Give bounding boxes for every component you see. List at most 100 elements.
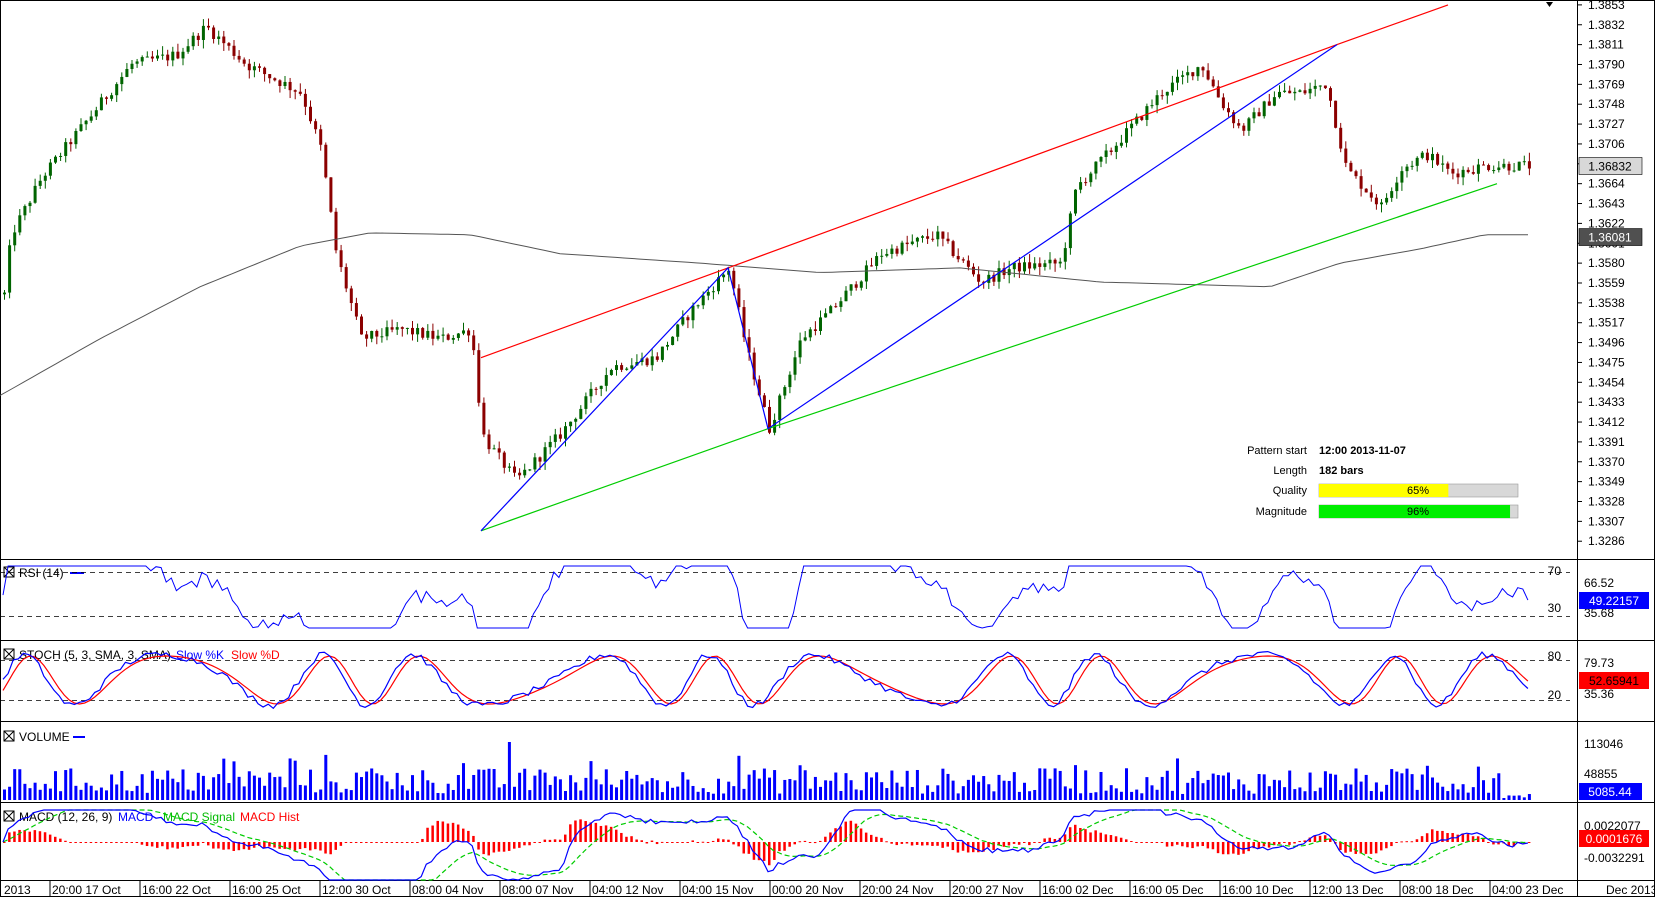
price-tick-label: 1.3790 [1588,57,1625,71]
macd-hist-bar [1395,842,1398,843]
candle [1181,70,1185,85]
volume-bar [849,780,853,800]
volume-bar [1385,784,1389,800]
volume-bar [110,774,114,800]
volume-bar [553,776,557,800]
macd-hist-bar [778,842,781,852]
macd-hist-bar [1114,836,1118,842]
volume-bar [426,780,430,800]
candle [666,341,669,351]
macd-hist-bar [1374,842,1378,854]
macd-hist-bar [426,827,429,842]
macd-hist-bar [946,842,949,847]
volume-bar [1257,774,1261,800]
price-tick-label: 1.3286 [1588,534,1625,548]
macd-hist-bar [1446,833,1449,842]
candle [1074,189,1077,216]
volume-bar [1170,790,1174,800]
volume-bar [1176,758,1179,800]
macd-hist-bar [742,842,745,854]
volume-bar [140,774,144,800]
volume-bar [1354,768,1358,800]
macd-hist-bar [681,842,684,843]
stoch-level-low-label: 20 [1548,688,1562,702]
volume-bar [472,774,476,800]
macd-panel: MACD (12, 26, 9) MACD MACD Signal MACD H… [2,809,1649,881]
price-tick-label: 1.3559 [1588,276,1625,290]
candle [191,32,195,50]
candle [23,204,27,221]
candle [201,19,205,49]
candle [890,244,894,259]
candle [711,286,715,300]
volume-bar [620,779,624,800]
macd-hist-bar [1048,837,1051,842]
macd-hist-bar [523,842,526,846]
candle [1084,177,1088,186]
volume-title: VOLUME [19,730,70,744]
macd-hist-bar [1002,842,1006,847]
candle [1053,258,1057,272]
candle [1359,169,1363,197]
volume-bar [706,792,710,800]
length-label: Length [1273,465,1307,477]
macd-hist-bar [783,842,786,851]
macd-hist-bar [1242,842,1245,854]
volume-bar [722,793,726,800]
macd-hist-bar [79,842,82,843]
candle [451,335,455,344]
volume-bar [1140,793,1144,800]
macd-hist-bar [992,842,995,850]
candle [615,360,618,376]
macd-hist-bar [1206,842,1210,849]
macd-hist-bar [268,842,271,847]
macd-hist-bar [1160,842,1164,843]
volume-bar [1446,791,1450,800]
rsi-tick-low: 35.68 [1584,606,1614,620]
candle [1436,152,1440,166]
volume-bar [166,770,170,800]
volume-bar [441,793,445,800]
volume-bar [1084,770,1088,800]
macd-hist-bar [620,832,623,842]
macd-hist-bar [421,838,424,842]
volume-bar [1308,772,1312,800]
volume-bar [28,788,32,800]
volume-bar [645,781,649,800]
candle [84,119,88,131]
volume-bar [839,790,843,800]
macd-hist-bar [1400,841,1403,843]
macd-hist-bar [808,842,812,843]
candle [961,257,965,263]
volume-bar [1211,773,1215,800]
time-tick-label: 04:00 23 Dec [1492,883,1563,897]
volume-bar [8,786,12,800]
volume-bar [1017,791,1021,800]
volume-bar [1466,792,1470,800]
candle [1425,148,1429,163]
trend-line-upper[interactable] [480,4,1449,359]
volume-bar [574,782,578,800]
volume-bar [1135,789,1139,800]
candlestick-series [3,18,1531,480]
volume-bar [487,768,491,800]
volume-bar [365,771,369,800]
volume-bar [895,782,899,800]
volume-bar [1237,779,1241,800]
candle [360,314,363,335]
candle [558,427,562,442]
macd-signal-label: MACD Signal [163,810,235,824]
volume-bar [1517,795,1521,800]
zigzag-line[interactable] [480,44,1338,532]
volume-bar [370,768,374,800]
volume-bar [543,772,547,800]
macd-hist-bar [1436,830,1439,842]
candle [620,362,624,373]
candle [1160,89,1164,100]
candle [895,245,899,257]
candle [375,329,379,345]
candle [232,40,236,60]
candle [1211,76,1215,88]
candle [1247,116,1251,136]
